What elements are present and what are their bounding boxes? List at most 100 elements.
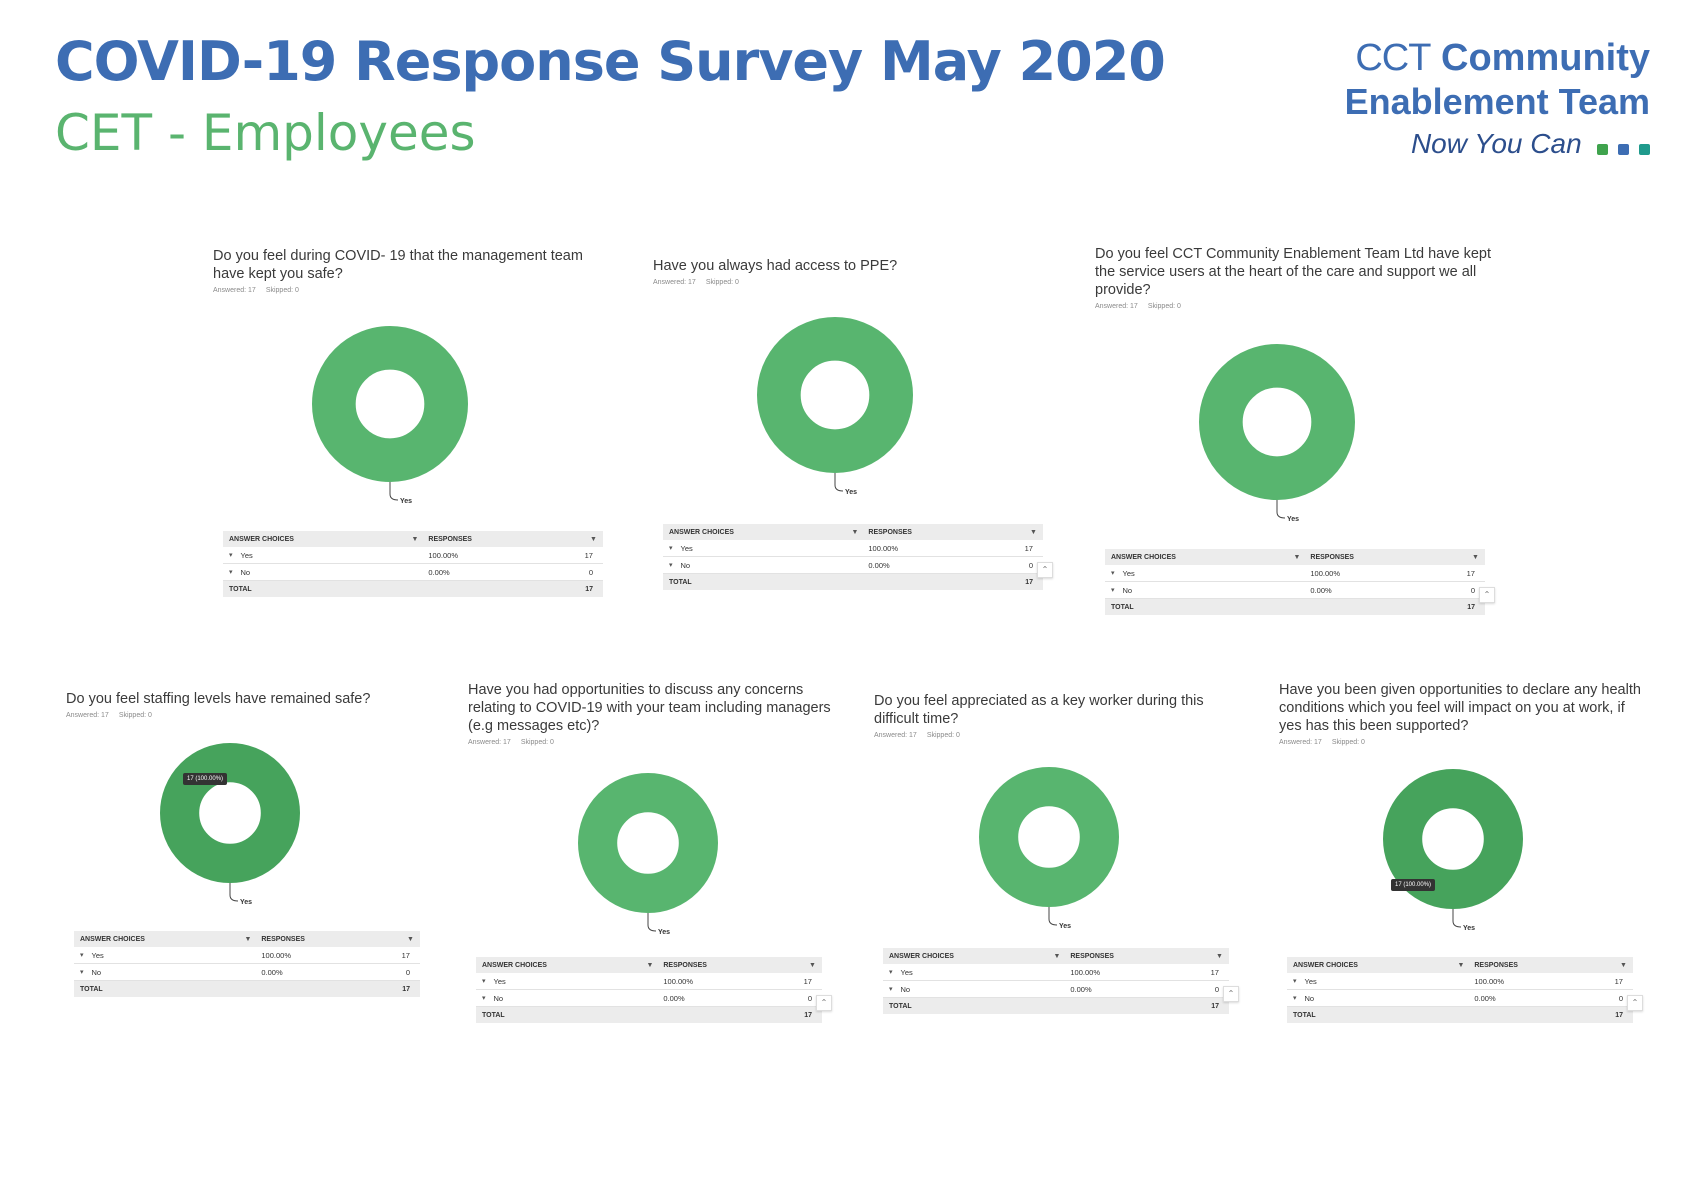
donut-slice-yes[interactable] <box>978 766 1120 908</box>
expand-caret-icon[interactable]: ▾ <box>1111 569 1115 577</box>
donut-chart: Yes <box>310 324 470 524</box>
response-percent: 0.00% <box>1070 984 1092 994</box>
expand-caret-icon[interactable]: ▾ <box>80 951 84 959</box>
expand-caret-icon[interactable]: ▾ <box>80 968 84 976</box>
sort-caret-icon[interactable]: ▼ <box>1053 952 1061 960</box>
table-row[interactable]: ▾ No 0.00% 0 <box>223 564 603 581</box>
expand-caret-icon[interactable]: ▾ <box>889 985 893 993</box>
table-row[interactable]: ▾ Yes 100.00% 17 <box>74 947 420 964</box>
choice-label: No <box>240 567 251 577</box>
sort-caret-icon[interactable]: ▼ <box>590 535 597 543</box>
sort-caret-icon[interactable]: ▼ <box>411 535 419 543</box>
table-row[interactable]: ▾ Yes 100.00% 17 <box>476 973 822 990</box>
answered-count: Answered: 17 <box>1095 303 1138 310</box>
choice-label: Yes <box>493 976 506 986</box>
table-row[interactable]: ▾ No 0.00% 0 <box>883 981 1229 998</box>
sort-caret-icon[interactable]: ▼ <box>1293 553 1301 561</box>
answer-choices-header[interactable]: ANSWER CHOICES ▼ <box>223 536 424 543</box>
sort-caret-icon[interactable]: ▼ <box>1457 961 1465 969</box>
table-row[interactable]: ▾ Yes 100.00% 17 <box>883 964 1229 981</box>
answer-choices-header[interactable]: ANSWER CHOICES ▼ <box>663 529 864 536</box>
answer-choice: ▾ No <box>74 968 257 977</box>
sort-caret-icon[interactable]: ▼ <box>1030 528 1037 536</box>
table-row[interactable]: ▾ No 0.00% 0 <box>476 990 822 1007</box>
answer-choice: ▾ Yes <box>476 977 659 986</box>
choice-label: Yes <box>91 950 104 960</box>
scroll-up-button[interactable]: ⌃ <box>1479 587 1495 603</box>
table-row[interactable]: ▾ No 0.00% 0 <box>74 964 420 981</box>
expand-caret-icon[interactable]: ▾ <box>669 544 673 552</box>
answer-choices-header[interactable]: ANSWER CHOICES ▼ <box>74 936 257 943</box>
table-row[interactable]: ▾ Yes 100.00% 17 <box>223 547 603 564</box>
scroll-up-button[interactable]: ⌃ <box>1627 995 1643 1011</box>
total-label: TOTAL <box>1293 1011 1316 1019</box>
donut-slice-yes[interactable] <box>1199 344 1355 500</box>
slice-leader-line <box>389 482 399 501</box>
table-total-row: TOTAL 17 <box>663 574 1043 590</box>
scroll-up-button[interactable]: ⌃ <box>1037 562 1053 578</box>
total-count: 17 <box>1615 1011 1623 1019</box>
expand-caret-icon[interactable]: ▾ <box>229 568 233 576</box>
total-count: 17 <box>1211 1002 1219 1010</box>
choice-label: No <box>1304 993 1315 1003</box>
answer-choices-header[interactable]: ANSWER CHOICES ▼ <box>476 962 659 969</box>
response-percent: 0.00% <box>868 560 890 570</box>
slice-label: Yes <box>1463 925 1475 932</box>
response-percent: 0.00% <box>1474 993 1496 1003</box>
donut-slice-yes[interactable] <box>159 742 301 884</box>
expand-caret-icon[interactable]: ▾ <box>669 561 673 569</box>
expand-caret-icon[interactable]: ▾ <box>482 994 486 1002</box>
table-row[interactable]: ▾ No 0.00% 0 <box>1287 990 1633 1007</box>
expand-caret-icon[interactable]: ▾ <box>1293 977 1297 985</box>
table-row[interactable]: ▾ No 0.00% 0 <box>1105 582 1485 599</box>
sort-caret-icon[interactable]: ▼ <box>851 528 859 536</box>
scroll-up-button[interactable]: ⌃ <box>816 995 832 1011</box>
logo-cct: CCT <box>1355 37 1431 79</box>
responses-header[interactable]: RESPONSES ▼ <box>659 962 822 969</box>
sort-caret-icon[interactable]: ▼ <box>646 961 654 969</box>
sort-caret-icon[interactable]: ▼ <box>407 935 414 943</box>
sort-caret-icon[interactable]: ▼ <box>1472 553 1479 561</box>
expand-caret-icon[interactable]: ▾ <box>1111 586 1115 594</box>
skipped-count: Skipped: 0 <box>1331 739 1365 746</box>
answer-choices-header[interactable]: ANSWER CHOICES ▼ <box>1287 962 1470 969</box>
response-table: ANSWER CHOICES ▼ RESPONSES ▼ ▾ Yes 100.00% 17 ▾ N… <box>74 931 420 997</box>
responses-header[interactable]: RESPONSES ▼ <box>257 936 420 943</box>
choice-label: No <box>680 560 691 570</box>
scroll-up-button[interactable]: ⌃ <box>1223 986 1239 1002</box>
answer-choices-header[interactable]: ANSWER CHOICES ▼ <box>883 953 1066 960</box>
expand-caret-icon[interactable]: ▾ <box>1293 994 1297 1002</box>
table-row[interactable]: ▾ Yes 100.00% 17 <box>1105 565 1485 582</box>
responses-header[interactable]: RESPONSES ▼ <box>1306 554 1485 561</box>
donut-slice-yes[interactable] <box>577 772 719 914</box>
response-table: ANSWER CHOICES ▼ RESPONSES ▼ ▾ Yes 100.00% 17 ▾ N… <box>476 957 822 1023</box>
survey-panel: Have you always had access to PPE? Answer… <box>653 257 1033 286</box>
total-label: TOTAL <box>889 1002 912 1010</box>
responses-header[interactable]: RESPONSES ▼ <box>864 529 1043 536</box>
page-title: COVID-19 Response Survey May 2020 <box>55 30 1166 93</box>
table-row[interactable]: ▾ Yes 100.00% 17 <box>663 540 1043 557</box>
response-percent: 100.00% <box>868 543 898 553</box>
total-label: TOTAL <box>1111 603 1134 611</box>
donut-slice-yes[interactable] <box>1382 768 1524 910</box>
expand-caret-icon[interactable]: ▾ <box>482 977 486 985</box>
table-row[interactable]: ▾ Yes 100.00% 17 <box>1287 973 1633 990</box>
answer-choices-header[interactable]: ANSWER CHOICES ▼ <box>1105 554 1306 561</box>
expand-caret-icon[interactable]: ▾ <box>889 968 893 976</box>
responses-header[interactable]: RESPONSES ▼ <box>1066 953 1229 960</box>
sort-caret-icon[interactable]: ▼ <box>809 961 816 969</box>
sort-caret-icon[interactable]: ▼ <box>244 935 252 943</box>
sort-caret-icon[interactable]: ▼ <box>1216 952 1223 960</box>
response-count: 17 <box>401 950 410 960</box>
table-row[interactable]: ▾ No 0.00% 0 <box>663 557 1043 574</box>
logo-community: Community <box>1441 37 1650 79</box>
sort-caret-icon[interactable]: ▼ <box>1620 961 1627 969</box>
slice-leader-line <box>834 473 844 492</box>
slice-label: Yes <box>400 498 412 505</box>
responses-header[interactable]: RESPONSES ▼ <box>424 536 603 543</box>
slice-label: Yes <box>1287 516 1299 523</box>
donut-slice-yes[interactable] <box>757 317 913 473</box>
responses-header[interactable]: RESPONSES ▼ <box>1470 962 1633 969</box>
expand-caret-icon[interactable]: ▾ <box>229 551 233 559</box>
donut-slice-yes[interactable] <box>312 326 468 482</box>
